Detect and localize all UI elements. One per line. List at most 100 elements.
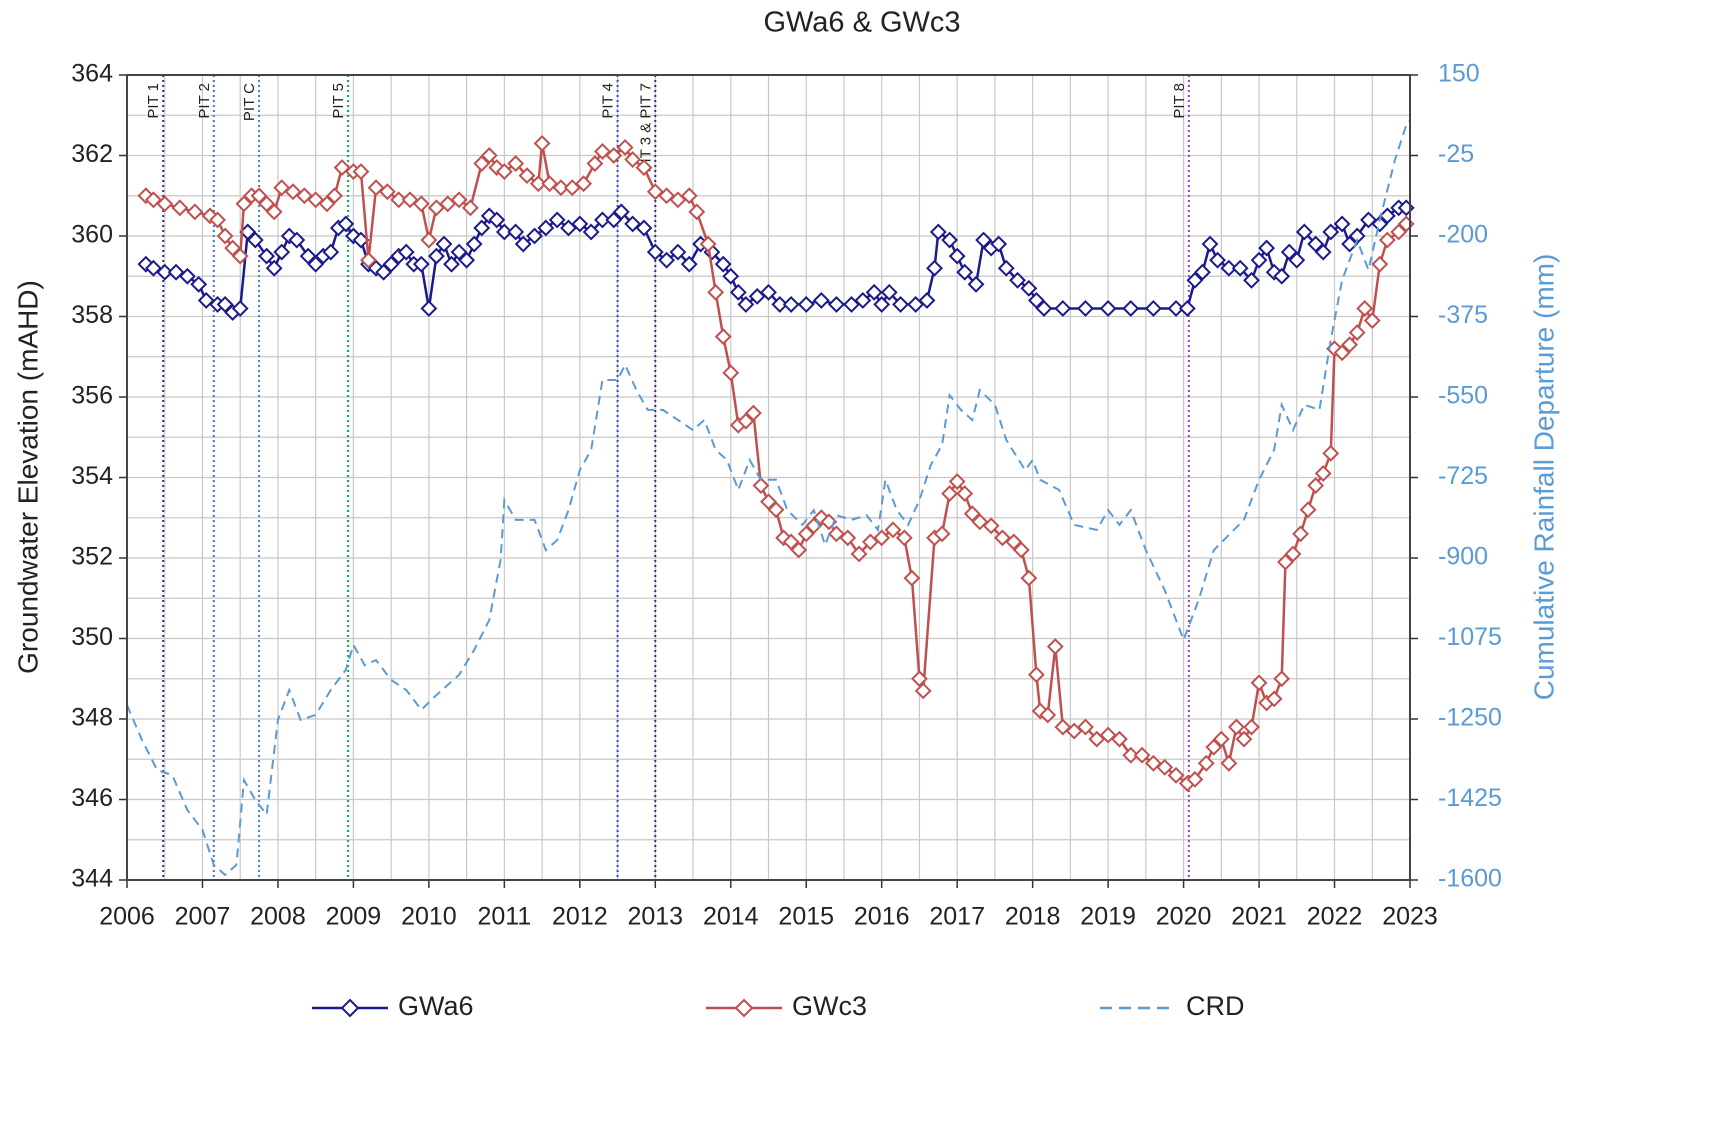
marker (1322, 223, 1340, 241)
marker (646, 243, 664, 261)
marker (397, 243, 415, 261)
marker (1122, 746, 1140, 764)
x-tick-label: 2009 (326, 903, 382, 931)
marker (575, 175, 593, 193)
marker (1280, 243, 1298, 261)
marker (1258, 239, 1276, 257)
marker (1307, 477, 1325, 494)
y2-tick-label: -550 (1438, 382, 1488, 410)
legend-marker (734, 998, 754, 1018)
y-tick-label: 356 (71, 382, 113, 410)
marker (941, 485, 959, 503)
marker (1235, 730, 1253, 748)
marker (420, 300, 438, 317)
marker (914, 682, 932, 700)
marker (1284, 545, 1302, 563)
marker (760, 283, 777, 301)
marker (156, 195, 174, 213)
marker (892, 296, 909, 313)
marker (337, 215, 355, 233)
marker (1028, 291, 1045, 309)
x-tick-label: 2012 (552, 903, 608, 931)
marker (1005, 533, 1023, 551)
marker (1194, 263, 1211, 281)
marker (258, 195, 276, 213)
marker (178, 267, 196, 285)
marker (318, 195, 336, 213)
marker (586, 155, 604, 172)
marker (963, 505, 981, 523)
marker (873, 529, 891, 547)
marker (997, 259, 1015, 277)
marker (797, 296, 815, 313)
marker (480, 147, 498, 164)
annotation-label: PIT 8 (1171, 83, 1188, 119)
marker (658, 251, 676, 269)
marker (1371, 215, 1389, 233)
marker (990, 235, 1008, 253)
marker (1288, 251, 1306, 269)
marker (1322, 444, 1340, 462)
marker (635, 219, 653, 237)
legend-label: GWa6 (398, 991, 474, 1021)
legend-label: GWc3 (792, 991, 867, 1021)
y-tick-label: 344 (71, 865, 113, 893)
marker (699, 235, 717, 253)
marker (967, 275, 985, 293)
y-tick-label: 352 (71, 543, 113, 571)
marker (1250, 674, 1268, 692)
plot-frame (126, 74, 1411, 881)
marker (884, 521, 902, 539)
marker (1099, 300, 1117, 317)
marker (669, 243, 687, 261)
marker (529, 175, 547, 193)
marker (688, 203, 706, 221)
marker (1046, 638, 1064, 655)
marker (828, 296, 845, 313)
y2-tick-label: -200 (1438, 221, 1488, 249)
marker (209, 211, 226, 229)
y-tick-label: 350 (71, 623, 113, 651)
marker (156, 263, 174, 281)
x-tick-label: 2019 (1080, 903, 1136, 931)
marker (926, 259, 943, 277)
marker (1205, 738, 1223, 756)
x-tick-label: 2008 (250, 903, 306, 931)
marker (1378, 207, 1396, 225)
y-tick-label: 364 (71, 60, 113, 88)
marker (1039, 706, 1057, 724)
marker (941, 231, 959, 249)
marker (605, 147, 623, 164)
marker (790, 541, 808, 559)
marker (518, 167, 536, 185)
marker (1363, 312, 1381, 329)
marker (1341, 336, 1359, 354)
marker (533, 135, 551, 152)
marker (1314, 243, 1332, 261)
marker (1292, 525, 1309, 543)
marker (1348, 227, 1366, 245)
x-tick-label: 2010 (401, 903, 457, 931)
marker (1035, 300, 1053, 317)
marker (1341, 235, 1359, 253)
y-tick-label: 360 (71, 221, 113, 249)
y2-tick-label: -25 (1438, 140, 1474, 168)
marker (714, 328, 732, 346)
marker (514, 235, 532, 253)
x-tick-label: 2007 (175, 903, 231, 931)
marker (1220, 259, 1238, 277)
x-tick-label: 2022 (1307, 903, 1363, 931)
marker (895, 529, 913, 547)
marker (624, 151, 642, 168)
marker (526, 227, 543, 245)
marker (450, 191, 468, 209)
marker (412, 195, 430, 213)
marker (873, 296, 891, 313)
marker (1231, 259, 1249, 277)
marker (839, 529, 857, 547)
marker (767, 501, 785, 519)
marker (420, 231, 438, 249)
marker (1077, 300, 1094, 317)
marker (428, 247, 445, 265)
